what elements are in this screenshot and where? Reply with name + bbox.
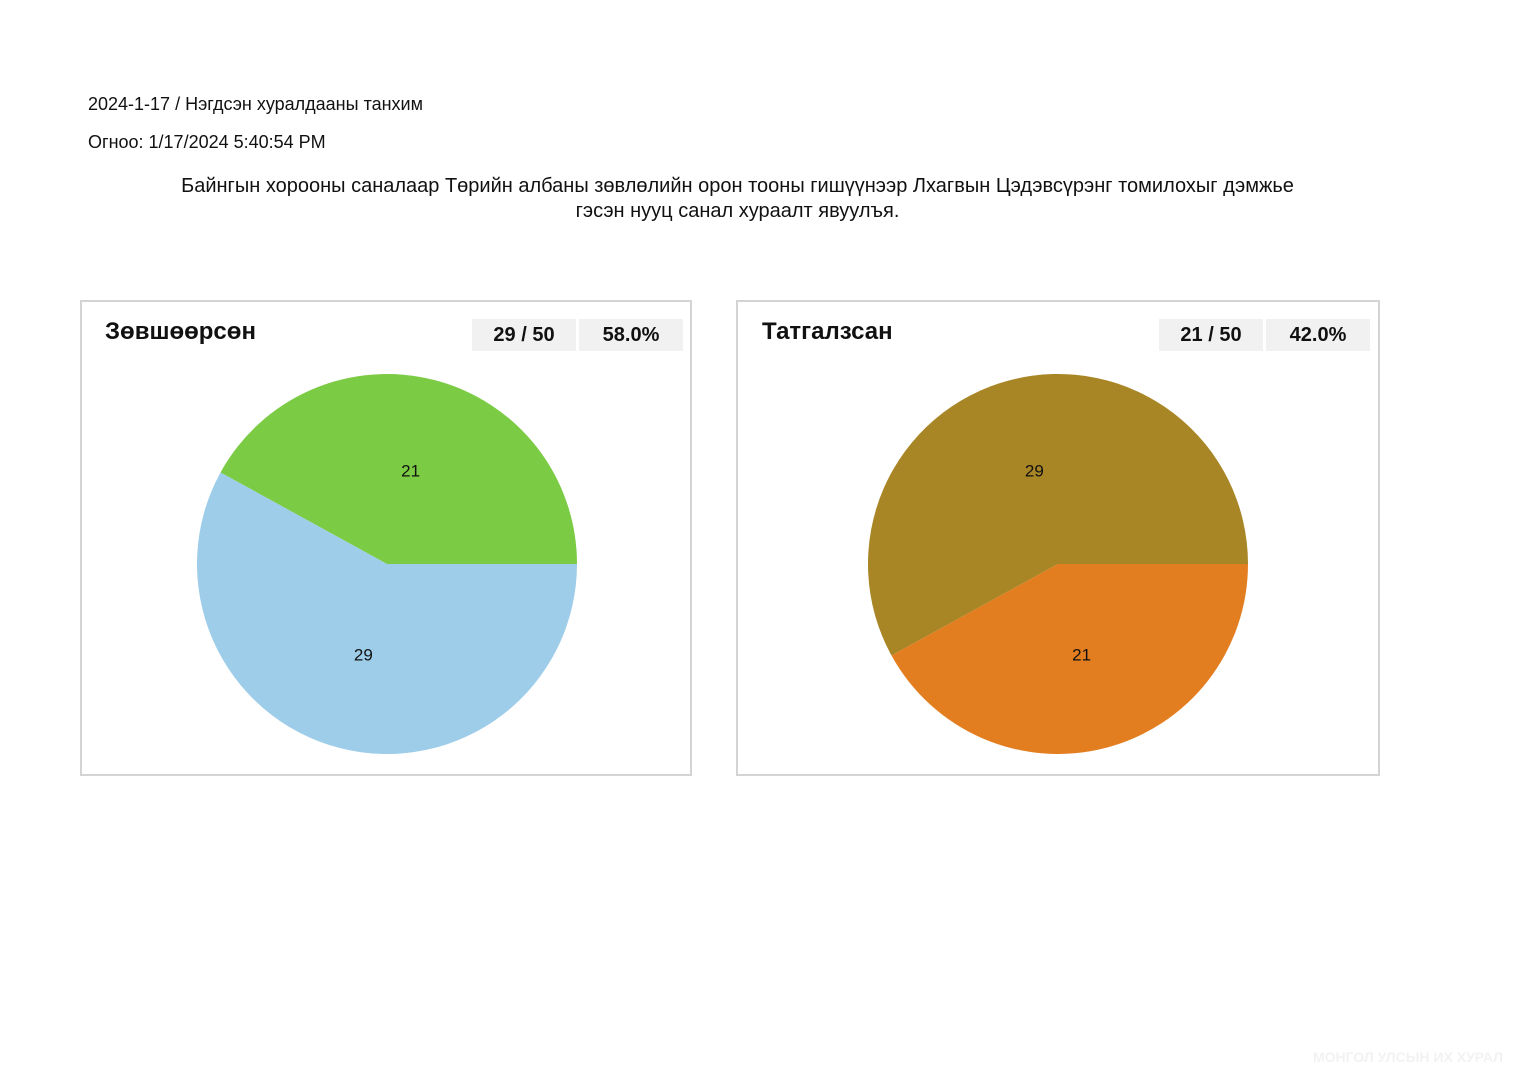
approve-pie-chart: 21 29 [197,373,578,754]
date-line: Огноо: 1/17/2024 5:40:54 PM [88,132,326,152]
pie-slice-1 [197,472,577,754]
reject-percent-box: 42.0% [1266,319,1370,351]
pie-slice-label-0: 29 [1025,461,1044,480]
pie-slice-label-1: 21 [1072,645,1091,664]
pie-slice-label-0: 21 [401,461,420,480]
reject-title: Татгалзсан [762,318,893,345]
reject-pie-chart: 29 21 [868,374,1248,755]
approve-panel: Зөвшөөрсөн 29 / 50 58.0% 21 29 [80,300,692,776]
pie-slice-0 [868,374,1248,656]
approve-title: Зөвшөөрсөн [105,318,256,345]
watermark: МОНГОЛ УЛСЫН ИХ ХУРАЛ [1312,1049,1503,1065]
pie-slice-0 [220,373,578,564]
motion-line-1: Байнгын хорооны саналаар Төрийн албаны з… [181,175,1294,197]
motion-line-2: гэсэн нууц санал хураалт явуулъя. [575,200,900,222]
session-line: 2024-1-17 / Нэгдсэн хуралдааны танхим [88,94,423,114]
reject-panel: Татгалзсан 21 / 50 42.0% 29 21 [736,300,1380,776]
reject-count-box: 21 / 50 [1159,319,1263,351]
pie-slice-1 [891,564,1248,755]
approve-percent-box: 58.0% [579,319,683,351]
pie-slice-label-1: 29 [354,645,373,664]
approve-count-box: 29 / 50 [472,319,576,351]
motion-text: Байнгын хорооны саналаар Төрийн албаны з… [110,174,1365,224]
